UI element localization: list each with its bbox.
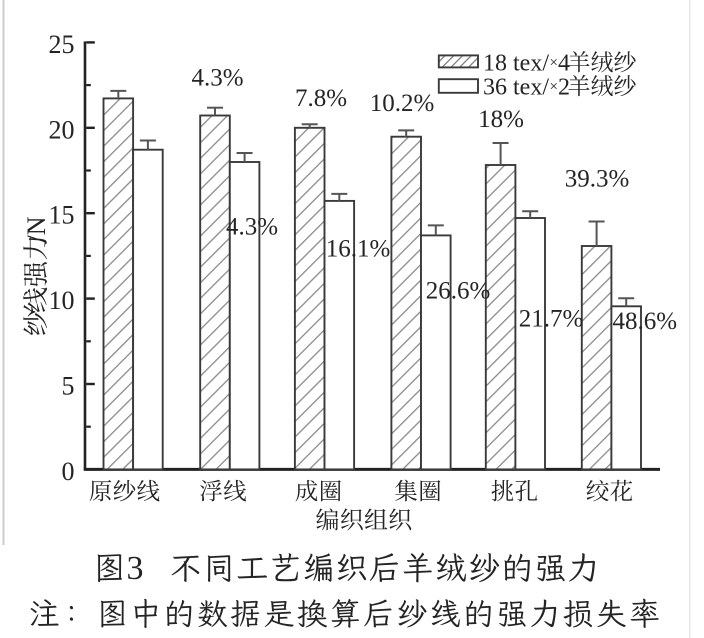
svg-text:3: 3 (127, 550, 144, 587)
svg-text:36 tex/: 36 tex/ (483, 74, 549, 100)
svg-text:7.8%: 7.8% (295, 85, 347, 112)
svg-text:48.6%: 48.6% (613, 308, 678, 335)
svg-text:×: × (550, 55, 558, 71)
svg-text:/N: /N (22, 216, 51, 242)
svg-text:5: 5 (62, 372, 75, 401)
svg-text:4: 4 (558, 51, 570, 77)
svg-text:18 tex/: 18 tex/ (483, 51, 549, 77)
svg-text:15: 15 (49, 201, 75, 230)
svg-text:16.1%: 16.1% (326, 236, 391, 263)
svg-text:2: 2 (558, 74, 570, 100)
svg-text:10: 10 (49, 286, 75, 315)
svg-text:39.3%: 39.3% (565, 166, 630, 193)
svg-text:26.6%: 26.6% (426, 278, 491, 305)
svg-text:4.3%: 4.3% (226, 214, 278, 241)
svg-text:4.3%: 4.3% (192, 65, 244, 92)
svg-text:20: 20 (49, 115, 75, 144)
svg-text:10.2%: 10.2% (370, 90, 435, 117)
svg-text:21.7%: 21.7% (519, 306, 584, 333)
svg-text:0: 0 (62, 457, 75, 486)
svg-text:25: 25 (49, 30, 75, 59)
svg-text:18%: 18% (478, 106, 524, 133)
svg-text:×: × (550, 79, 558, 95)
